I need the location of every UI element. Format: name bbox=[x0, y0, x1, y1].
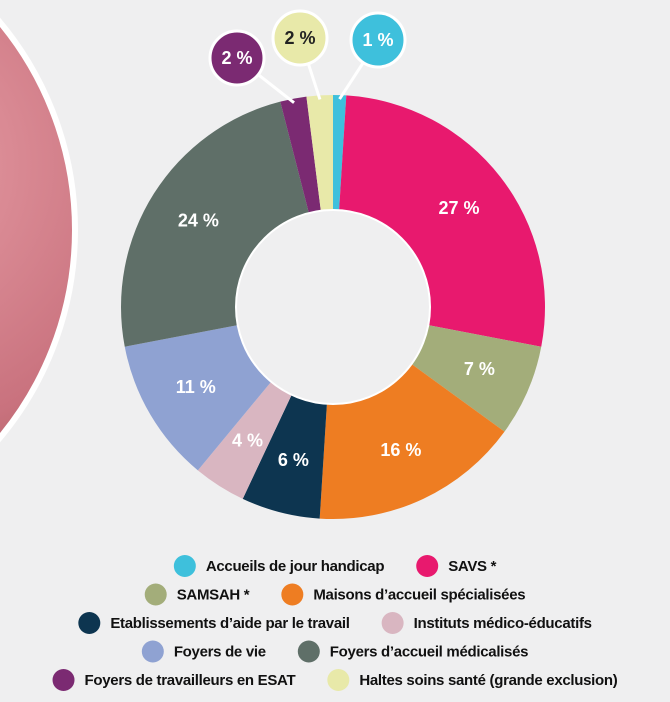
photo-decoration bbox=[0, 0, 75, 555]
legend-swatch bbox=[382, 612, 404, 634]
legend-label: Haltes soins santé (grande exclusion) bbox=[359, 672, 617, 689]
legend-label: SAMSAH * bbox=[177, 586, 250, 603]
legend-row: SAMSAH * Maisons d’accueil spécialisées bbox=[145, 584, 526, 606]
chart: 1 % 27 % 7 % 16 % 6 % 4 % 11 % 24 % 2 % 2 % Accue… bbox=[0, 0, 670, 702]
legend-label: Foyers d’accueil médicalisés bbox=[330, 643, 528, 660]
legend-swatch bbox=[416, 555, 438, 577]
legend-row: Foyers de travailleurs en ESAT Haltes soi… bbox=[53, 669, 618, 691]
donut-hole bbox=[236, 210, 430, 404]
value-label: 1 % bbox=[362, 30, 393, 50]
legend-swatch bbox=[145, 584, 167, 606]
legend-row: Foyers de vie Foyers d’accueil médicalisé… bbox=[142, 641, 528, 663]
legend-swatch bbox=[142, 641, 164, 663]
value-label: 2 % bbox=[221, 48, 252, 68]
legend-label: Accueils de jour handicap bbox=[206, 558, 385, 575]
value-label: 2 % bbox=[284, 28, 315, 48]
value-label: 11 % bbox=[176, 377, 216, 397]
legend-label: Maisons d’accueil spécialisées bbox=[313, 586, 525, 603]
legend-row: Etablissements d’aide par le travail Inst… bbox=[78, 612, 591, 634]
value-label: 7 % bbox=[464, 359, 495, 379]
legend-swatch bbox=[174, 555, 196, 577]
legend-label: Etablissements d’aide par le travail bbox=[110, 615, 349, 632]
legend-label: Foyers de travailleurs en ESAT bbox=[85, 672, 296, 689]
value-label: 4 % bbox=[232, 430, 263, 450]
legend-swatch bbox=[281, 584, 303, 606]
legend: Accueils de jour handicap SAVS * SAMSAH * M… bbox=[53, 555, 618, 691]
legend-label: SAVS * bbox=[448, 558, 496, 575]
legend-row: Accueils de jour handicap SAVS * bbox=[174, 555, 497, 577]
value-label: 16 % bbox=[380, 440, 421, 460]
value-label: 24 % bbox=[178, 210, 219, 230]
value-label: 27 % bbox=[439, 198, 480, 218]
legend-label: Foyers de vie bbox=[174, 643, 266, 660]
legend-swatch bbox=[53, 669, 75, 691]
value-label: 6 % bbox=[278, 450, 309, 470]
legend-swatch bbox=[327, 669, 349, 691]
legend-swatch bbox=[78, 612, 100, 634]
legend-label: Instituts médico-éducatifs bbox=[414, 615, 592, 632]
donut: 1 % 27 % 7 % 16 % 6 % 4 % 11 % 24 % 2 % 2 % bbox=[121, 11, 545, 519]
legend-swatch bbox=[298, 641, 320, 663]
